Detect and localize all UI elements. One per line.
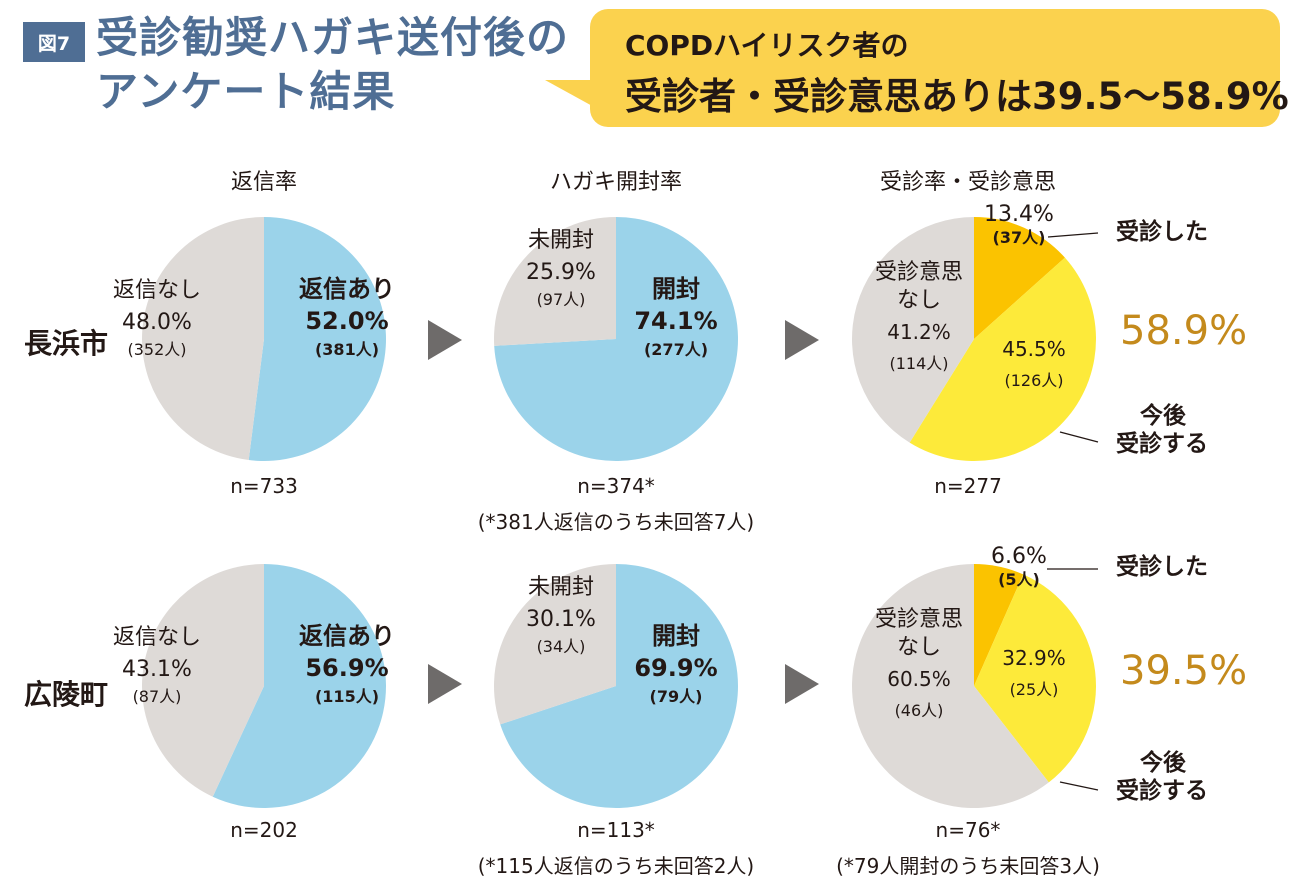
- slice-count-label: (114人): [889, 354, 948, 373]
- highlight-line-2: 受診者・受診意思ありは39.5〜58.9%: [625, 75, 1289, 118]
- slice-count-label: (126人): [1004, 371, 1063, 390]
- slice-name-label: 未開封: [528, 575, 594, 600]
- slice-percent-label: 69.9%: [634, 654, 717, 682]
- slice-percent-label: 41.2%: [887, 320, 951, 344]
- slice-name-label: 返信あり: [299, 275, 395, 303]
- pie-slice: [852, 217, 974, 443]
- callout-visited: 受診した: [1116, 554, 1208, 580]
- pie-slice: [212, 564, 387, 808]
- n-label: n=202: [230, 818, 298, 842]
- slice-percent-label: 25.9%: [526, 260, 596, 285]
- slice-count-label: (115人): [315, 687, 379, 706]
- pie-slice: [142, 217, 264, 461]
- slice-count-label: (381人): [315, 340, 379, 359]
- slice-name-label: 未開封: [528, 228, 594, 253]
- arrow-right-icon: [428, 320, 462, 360]
- slice-count-label: (79人): [650, 687, 703, 706]
- pie-slice: [248, 217, 387, 461]
- pie-slice: [974, 574, 1096, 783]
- n-label: n=113*: [577, 818, 655, 842]
- callout-future-line-2: 受診する: [1116, 431, 1208, 457]
- n-note: (*381人返信のうち未回答7人): [477, 510, 755, 534]
- slice-name-label: なし: [897, 635, 941, 660]
- pie-slice: [494, 563, 616, 725]
- column-header-reply: 返信率: [230, 170, 297, 195]
- callout-future-line-2: 受診する: [1116, 778, 1208, 804]
- speech-bubble: [590, 9, 1280, 127]
- slice-count-label: (87人): [133, 687, 182, 706]
- slice-count-label: (25人): [1010, 680, 1059, 699]
- callout-visited: 受診した: [1116, 219, 1208, 245]
- slice-name-label: 開封: [652, 275, 700, 303]
- total-percentage: 39.5%: [1120, 648, 1248, 694]
- slice-count-label: (277人): [644, 340, 708, 359]
- pie-slice: [851, 564, 1049, 809]
- pie-slice: [494, 217, 616, 346]
- slice-count-label: (5人): [998, 570, 1040, 589]
- slice-percent-label: 48.0%: [122, 310, 192, 335]
- callout-future-line-1: 今後: [1140, 750, 1186, 776]
- n-label: n=76*: [935, 818, 1001, 842]
- slice-percent-label: 56.9%: [305, 654, 388, 682]
- n-note: (*115人返信のうち未回答2人): [477, 854, 755, 878]
- slice-percent-label: 6.6%: [991, 544, 1047, 569]
- n-label: n=733: [230, 474, 298, 498]
- arrow-right-icon: [428, 664, 462, 704]
- pie-slice: [909, 257, 1096, 461]
- callout-line: [1059, 431, 1099, 443]
- pie-slice: [974, 217, 1065, 339]
- arrow-right-icon: [785, 664, 819, 704]
- column-header-visit: 受診率・受診意思: [879, 170, 1056, 195]
- callout-line: [1047, 232, 1099, 238]
- row-label-nagahama: 長浜市: [24, 327, 109, 360]
- slice-percent-label: 43.1%: [122, 657, 192, 682]
- slice-percent-label: 30.1%: [526, 607, 596, 632]
- callout-future-line-1: 今後: [1140, 403, 1186, 429]
- slice-count-label: (97人): [537, 290, 586, 309]
- slice-count-label: (352人): [127, 340, 186, 359]
- slice-count-label: (37人): [993, 228, 1046, 247]
- slice-name-label: なし: [897, 288, 941, 313]
- column-header-open: ハガキ開封率: [549, 170, 682, 195]
- total-percentage: 58.9%: [1120, 308, 1248, 354]
- n-label: n=374*: [577, 474, 655, 498]
- slice-name-label: 返信なし: [113, 278, 201, 303]
- pie-slice: [500, 564, 738, 808]
- callout-line: [1059, 781, 1099, 791]
- slice-name-label: 開封: [652, 622, 700, 650]
- row-label-koryo: 広陵町: [24, 678, 109, 711]
- slice-name-label: 返信あり: [299, 622, 395, 650]
- slice-name-label: 受診意思: [875, 607, 963, 632]
- pie-slice: [974, 564, 1024, 686]
- slice-percent-label: 45.5%: [1002, 337, 1066, 361]
- figure-title-line-2: アンケート結果: [96, 67, 396, 116]
- figure-badge: 図7: [23, 22, 85, 62]
- slice-percent-label: 52.0%: [305, 307, 388, 335]
- figure-title-line-1: 受診勧奨ハガキ送付後の: [96, 13, 570, 62]
- slice-count-label: (46人): [895, 701, 944, 720]
- slice-name-label: 返信なし: [113, 625, 201, 650]
- slice-name-label: 受診意思: [875, 260, 963, 285]
- slice-percent-label: 60.5%: [887, 667, 951, 691]
- n-note: (*79人開封のうち未回答3人): [836, 854, 1100, 878]
- highlight-line-1: COPDハイリスク者の: [625, 29, 909, 62]
- slice-percent-label: 13.4%: [984, 202, 1054, 227]
- n-label: n=277: [934, 474, 1002, 498]
- pie-slice: [142, 563, 264, 797]
- slice-percent-label: 74.1%: [634, 307, 717, 335]
- slice-count-label: (34人): [537, 637, 586, 656]
- pie-slice: [494, 217, 738, 461]
- slice-percent-label: 32.9%: [1002, 646, 1066, 670]
- arrow-right-icon: [785, 320, 819, 360]
